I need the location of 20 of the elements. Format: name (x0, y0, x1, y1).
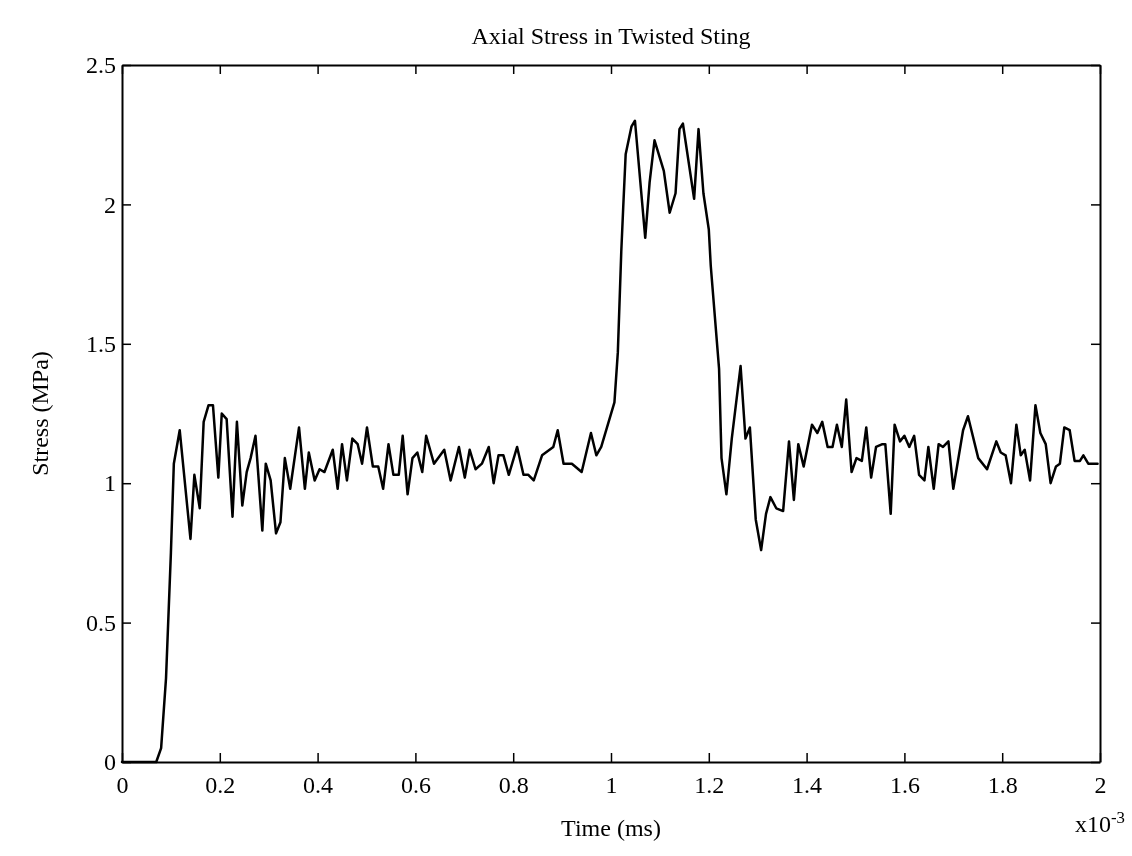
x-tick-label: 0.2 (205, 772, 236, 799)
y-tick-label: 0.5 (86, 609, 116, 636)
x-tick-label: 0.8 (498, 772, 529, 799)
x-axis-title: Time (ms) (561, 815, 661, 841)
x-tick-label: 1.8 (987, 772, 1018, 799)
x-tick-label: 1.6 (889, 772, 920, 799)
y-axis-title: Stress (MPa) (27, 351, 53, 476)
x-tick-label: 1 (605, 772, 618, 799)
x-tick-label: 2 (1094, 772, 1107, 799)
y-tick-label: 0 (104, 749, 116, 776)
y-tick-label: 1.5 (86, 330, 116, 357)
text: x10$^{-3}$ (1075, 807, 1125, 837)
x-tick-label: 1.4 (792, 772, 823, 799)
x-tick-label: 1.2 (694, 772, 725, 799)
y-tick-label: 2.5 (86, 52, 116, 79)
y-tick-label: 1 (104, 470, 116, 497)
x-tick-label: 0.4 (303, 772, 334, 799)
x-tick-label: 0.6 (400, 772, 431, 799)
y-tick-label: 2 (104, 191, 116, 218)
chart-title: Axial Stress in Twisted Sting (471, 23, 751, 49)
